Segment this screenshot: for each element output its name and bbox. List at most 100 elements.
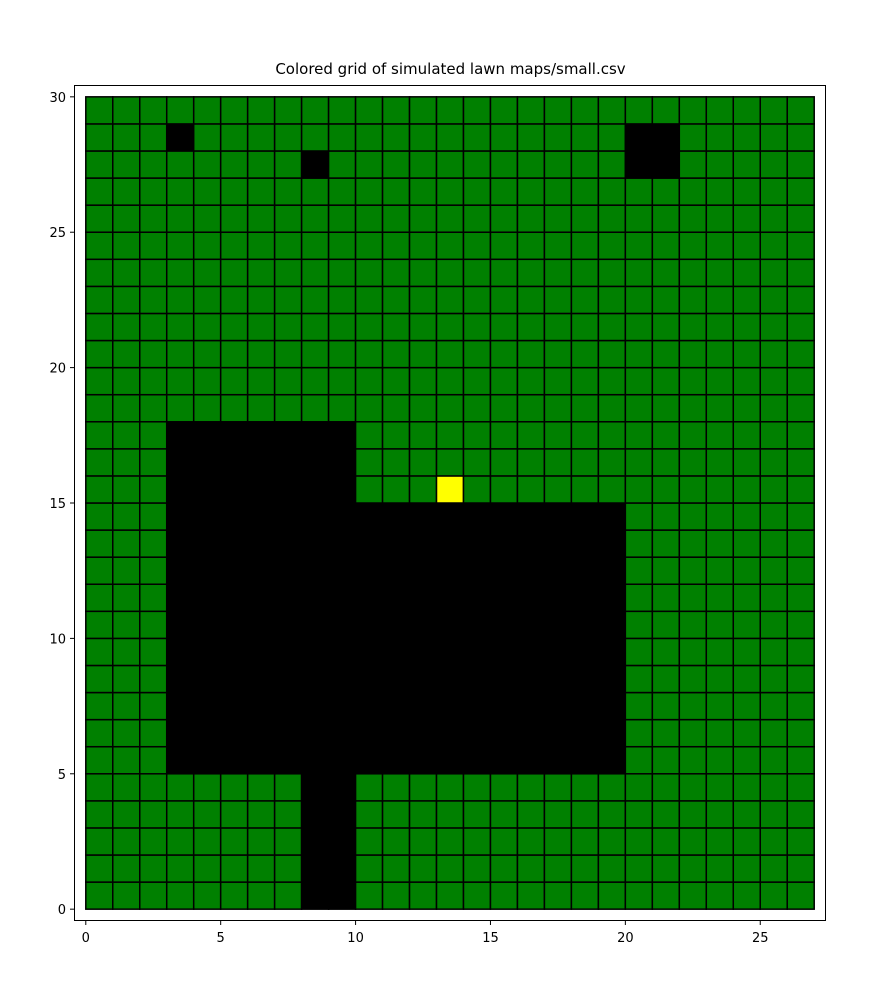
- obstacle-cell: [462, 610, 492, 640]
- grass-cell: [543, 177, 573, 206]
- grass-cell: [138, 285, 168, 315]
- grass-cell: [678, 583, 708, 613]
- obstacle-cell: [381, 691, 411, 721]
- obstacle-cell: [543, 556, 573, 585]
- grass-cell: [543, 800, 573, 829]
- obstacle-cell: [327, 637, 357, 667]
- grass-cell: [85, 150, 114, 179]
- grass-cell: [489, 123, 519, 152]
- obstacle-cell: [597, 556, 627, 585]
- grass-cell: [273, 773, 303, 802]
- obstacle-cell: [192, 637, 222, 667]
- grass-cell: [246, 312, 276, 342]
- grass-cell: [543, 204, 573, 233]
- obstacle-cell: [165, 745, 195, 775]
- obstacle-cell: [354, 610, 384, 640]
- grass-cell: [354, 258, 384, 288]
- x-tick-label: 25: [752, 931, 769, 946]
- grass-cell: [246, 854, 276, 883]
- grass-cell: [435, 258, 465, 288]
- grass-cell: [651, 773, 681, 802]
- obstacle-cell: [327, 664, 357, 694]
- grass-cell: [246, 231, 276, 261]
- grass-cell: [678, 745, 708, 775]
- grass-cell: [732, 393, 762, 423]
- grass-cell: [732, 448, 762, 477]
- obstacle-cell: [300, 475, 330, 504]
- grass-cell: [705, 366, 735, 396]
- grass-cell: [408, 881, 438, 910]
- grass-cell: [516, 96, 546, 125]
- grass-cell: [759, 204, 788, 233]
- grass-cell: [381, 123, 411, 152]
- grass-cell: [786, 204, 815, 233]
- grass-cell: [435, 854, 465, 883]
- grass-cell: [138, 96, 168, 125]
- grass-cell: [732, 258, 762, 288]
- grass-cell: [651, 718, 681, 748]
- grass-cell: [705, 881, 735, 910]
- grass-cell: [678, 664, 708, 694]
- grass-cell: [516, 366, 546, 396]
- grass-cell: [570, 773, 600, 802]
- grass-cell: [597, 448, 627, 477]
- grass-cell: [165, 339, 195, 369]
- grass-cell: [516, 800, 546, 829]
- obstacle-cell: [300, 150, 330, 179]
- grass-cell: [165, 800, 195, 829]
- obstacle-cell: [354, 637, 384, 667]
- grass-cell: [732, 529, 762, 558]
- grass-cell: [516, 339, 546, 369]
- grass-cell: [651, 664, 681, 694]
- grass-cell: [300, 285, 330, 315]
- grass-cell: [435, 150, 465, 179]
- obstacle-cell: [327, 475, 357, 504]
- obstacle-cell: [597, 637, 627, 667]
- grass-cell: [570, 421, 600, 450]
- grass-cell: [624, 312, 654, 342]
- grass-cell: [354, 339, 384, 369]
- grass-cell: [516, 475, 546, 504]
- grass-cell: [732, 502, 762, 531]
- grass-cell: [516, 285, 546, 315]
- grass-cell: [165, 881, 195, 910]
- obstacle-cell: [624, 150, 654, 179]
- grass-cell: [462, 448, 492, 477]
- obstacle-cell: [408, 610, 438, 640]
- grass-cell: [651, 231, 681, 261]
- obstacle-cell: [273, 583, 303, 613]
- obstacle-cell: [354, 664, 384, 694]
- obstacle-cell: [165, 691, 195, 721]
- grass-cell: [624, 691, 654, 721]
- grass-cell: [678, 691, 708, 721]
- grass-cell: [435, 366, 465, 396]
- obstacle-cell: [543, 529, 573, 558]
- grass-cell: [138, 177, 168, 206]
- grass-cell: [85, 556, 114, 585]
- grass-cell: [786, 258, 815, 288]
- obstacle-cell: [354, 718, 384, 748]
- obstacle-cell: [165, 448, 195, 477]
- grass-cell: [786, 421, 815, 450]
- obstacle-cell: [246, 637, 276, 667]
- grass-cell: [759, 556, 788, 585]
- obstacle-cell: [543, 610, 573, 640]
- grass-cell: [651, 312, 681, 342]
- grass-cell: [759, 421, 788, 450]
- grass-cell: [246, 393, 276, 423]
- grass-cell: [786, 285, 815, 315]
- obstacle-cell: [408, 556, 438, 585]
- grass-cell: [408, 448, 438, 477]
- grass-cell: [489, 475, 519, 504]
- grass-cell: [462, 800, 492, 829]
- grass-cell: [651, 529, 681, 558]
- obstacle-cell: [246, 718, 276, 748]
- grass-cell: [85, 448, 114, 477]
- obstacle-cell: [597, 664, 627, 694]
- grass-cell: [354, 881, 384, 910]
- obstacle-cell: [489, 502, 519, 531]
- grass-cell: [732, 664, 762, 694]
- obstacle-cell: [165, 718, 195, 748]
- obstacle-cell: [354, 745, 384, 775]
- obstacle-cell: [273, 556, 303, 585]
